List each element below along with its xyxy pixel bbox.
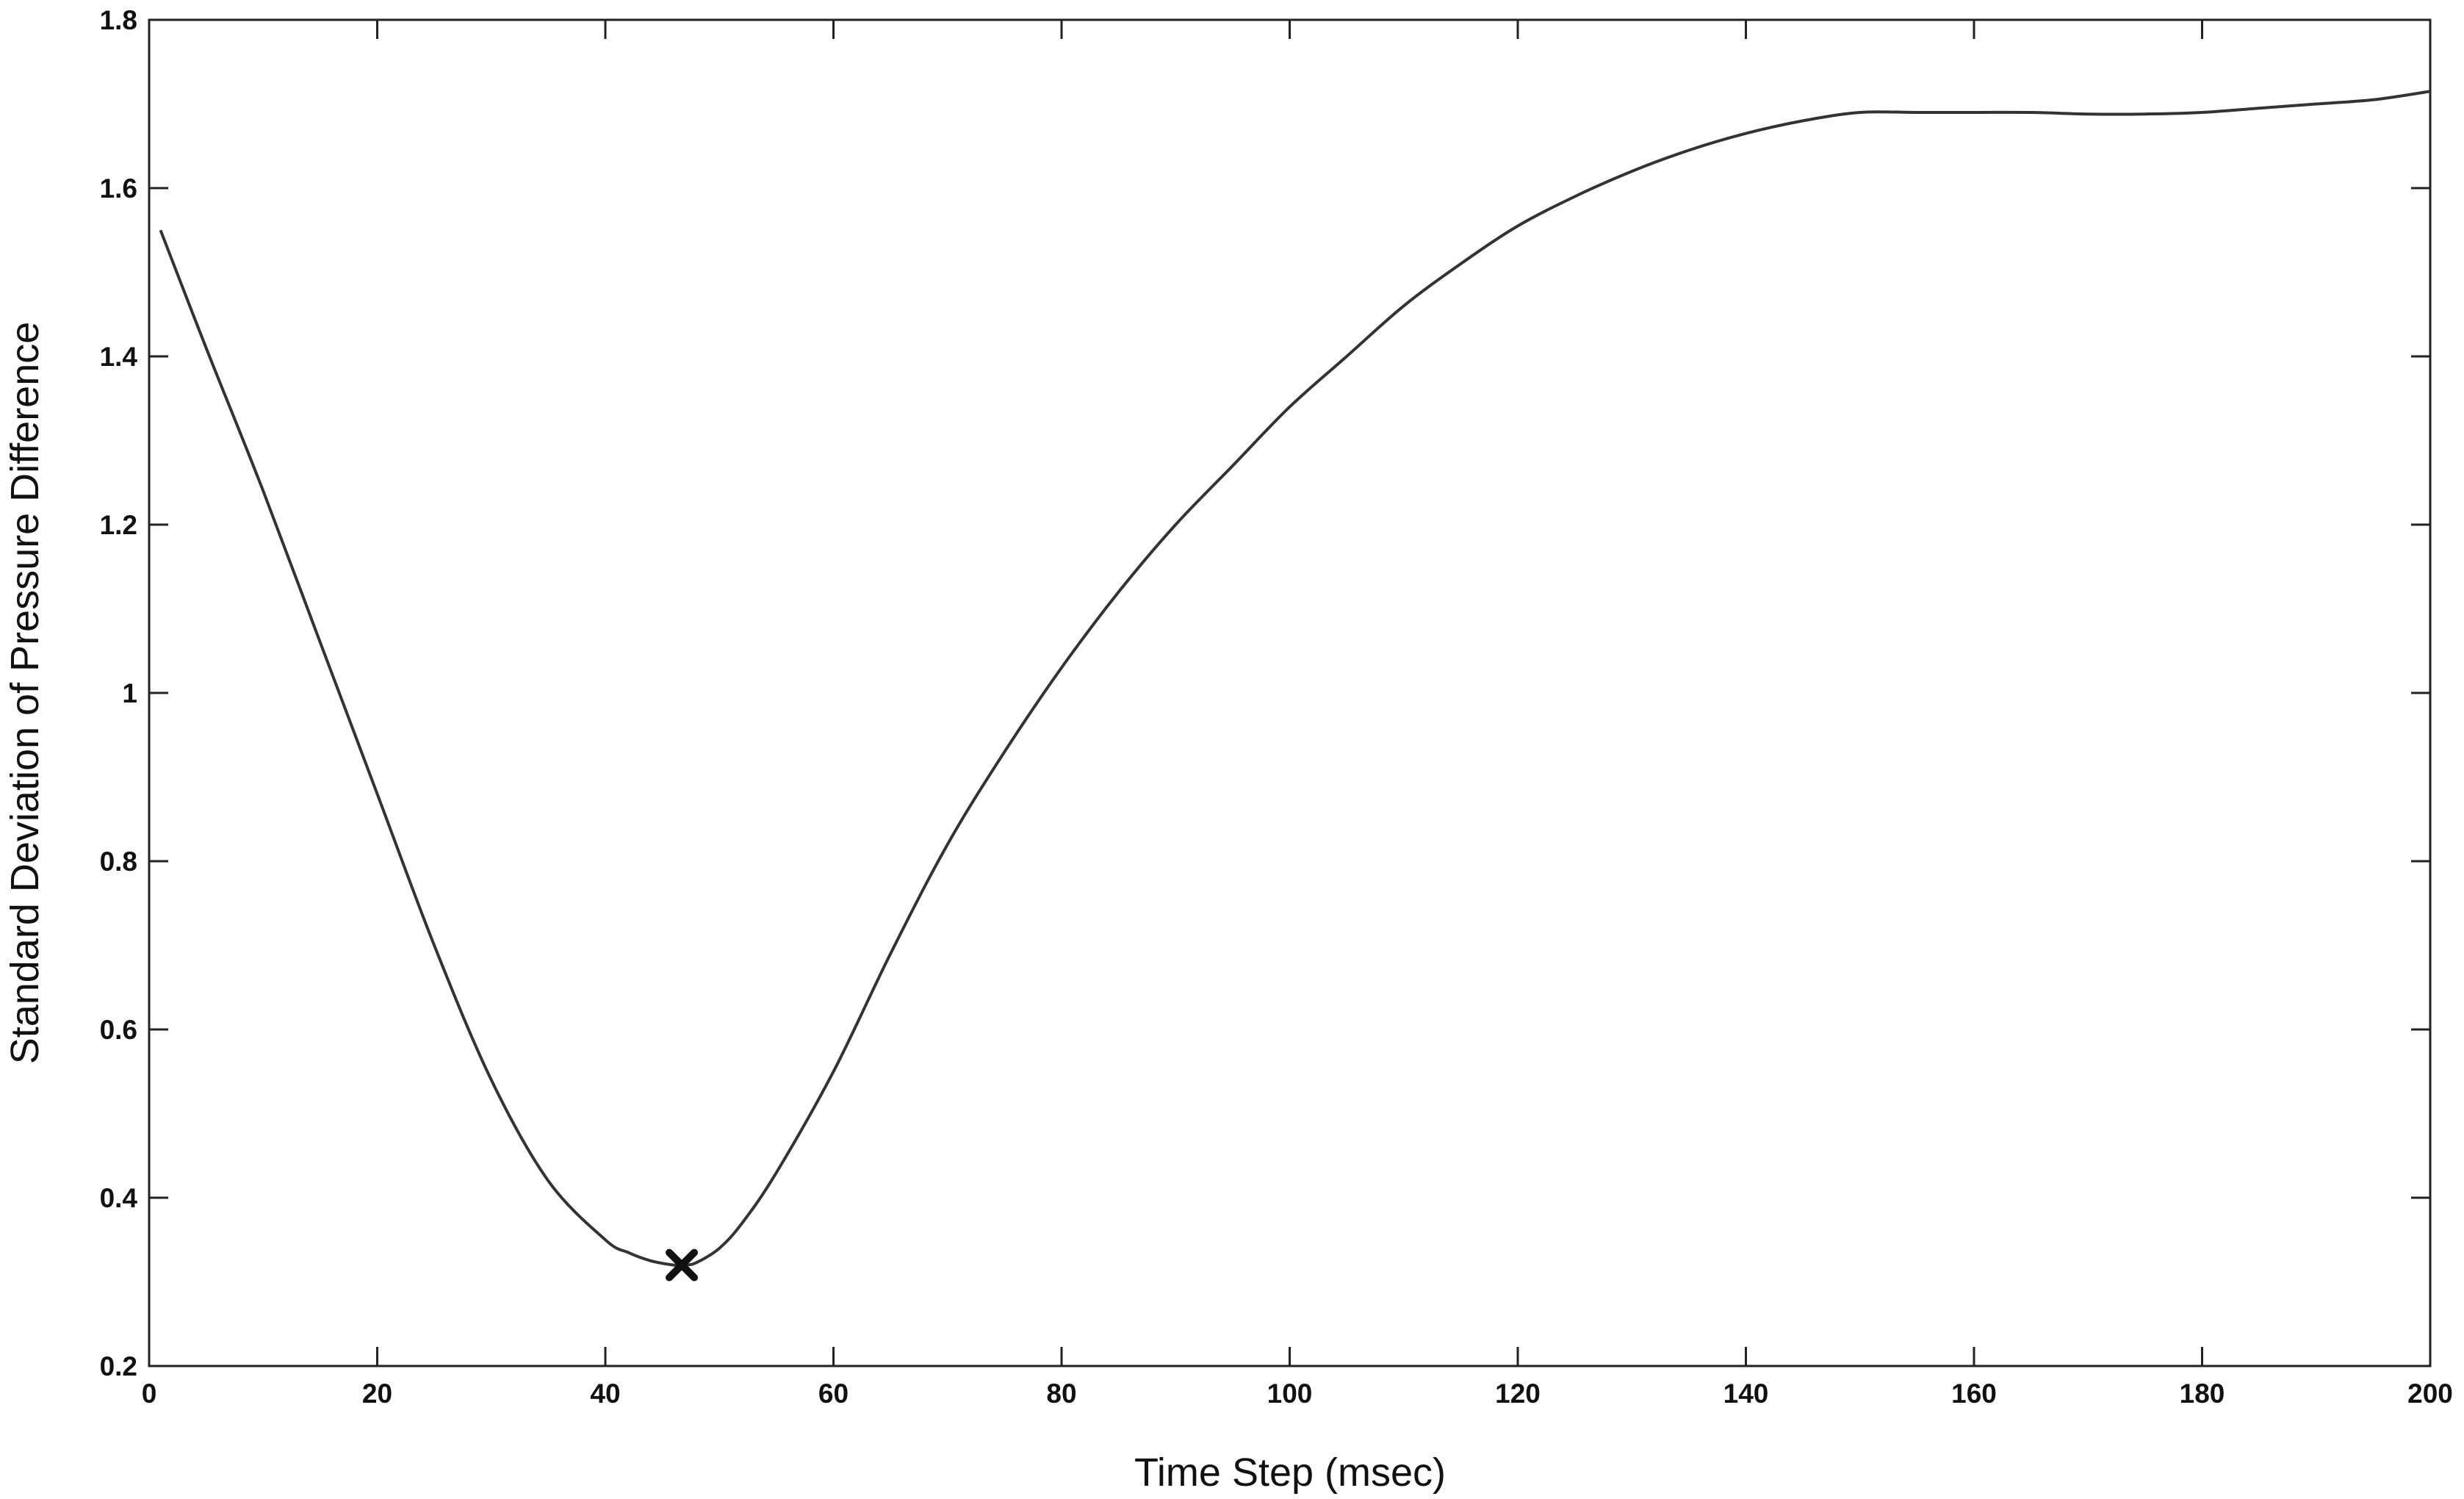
x-tick-label-5: 100 [1267,1378,1313,1409]
plot-area-frame [148,18,2432,1367]
y-tick-label-0: 0.2 [100,1351,137,1381]
y-tick-label-8: 1.8 [100,5,137,35]
x-axis-title: Time Step (msec) [1134,1451,1446,1495]
marker-stroke-b [666,1248,699,1281]
x-tick-label-7: 140 [1723,1378,1769,1409]
y-tick-label-3: 0.8 [100,846,137,877]
y-axis-title: Standard Deviation of Pressure Differenc… [3,322,47,1065]
y-tick-label-1: 0.4 [100,1183,138,1213]
x-tick-label-10: 200 [2407,1378,2453,1409]
x-tick-label-8: 160 [1951,1378,1997,1409]
x-tick-label-6: 120 [1495,1378,1541,1409]
x-tick-label-0: 0 [142,1378,157,1409]
x-tick-label-9: 180 [2180,1378,2225,1409]
axis-ticks [148,18,2432,1367]
x-tick-label-2: 40 [590,1378,620,1409]
x-tick-label-3: 60 [818,1378,849,1409]
y-tick-label-7: 1.6 [100,173,137,204]
y-tick-label-4: 1 [122,678,137,708]
y-tick-label-5: 1.2 [100,510,137,540]
y-tick-label-6: 1.4 [100,342,138,372]
y-tick-label-2: 0.6 [100,1015,137,1045]
x-tick-label-4: 80 [1046,1378,1076,1409]
series-line [159,90,2431,1268]
minimum-marker [666,1248,699,1281]
x-tick-label-1: 20 [362,1378,392,1409]
tick-labels: 0 20 40 60 80 100 120 140 160 180 200 0.2 0.4 0.6 0.8 1… [100,5,2453,1409]
